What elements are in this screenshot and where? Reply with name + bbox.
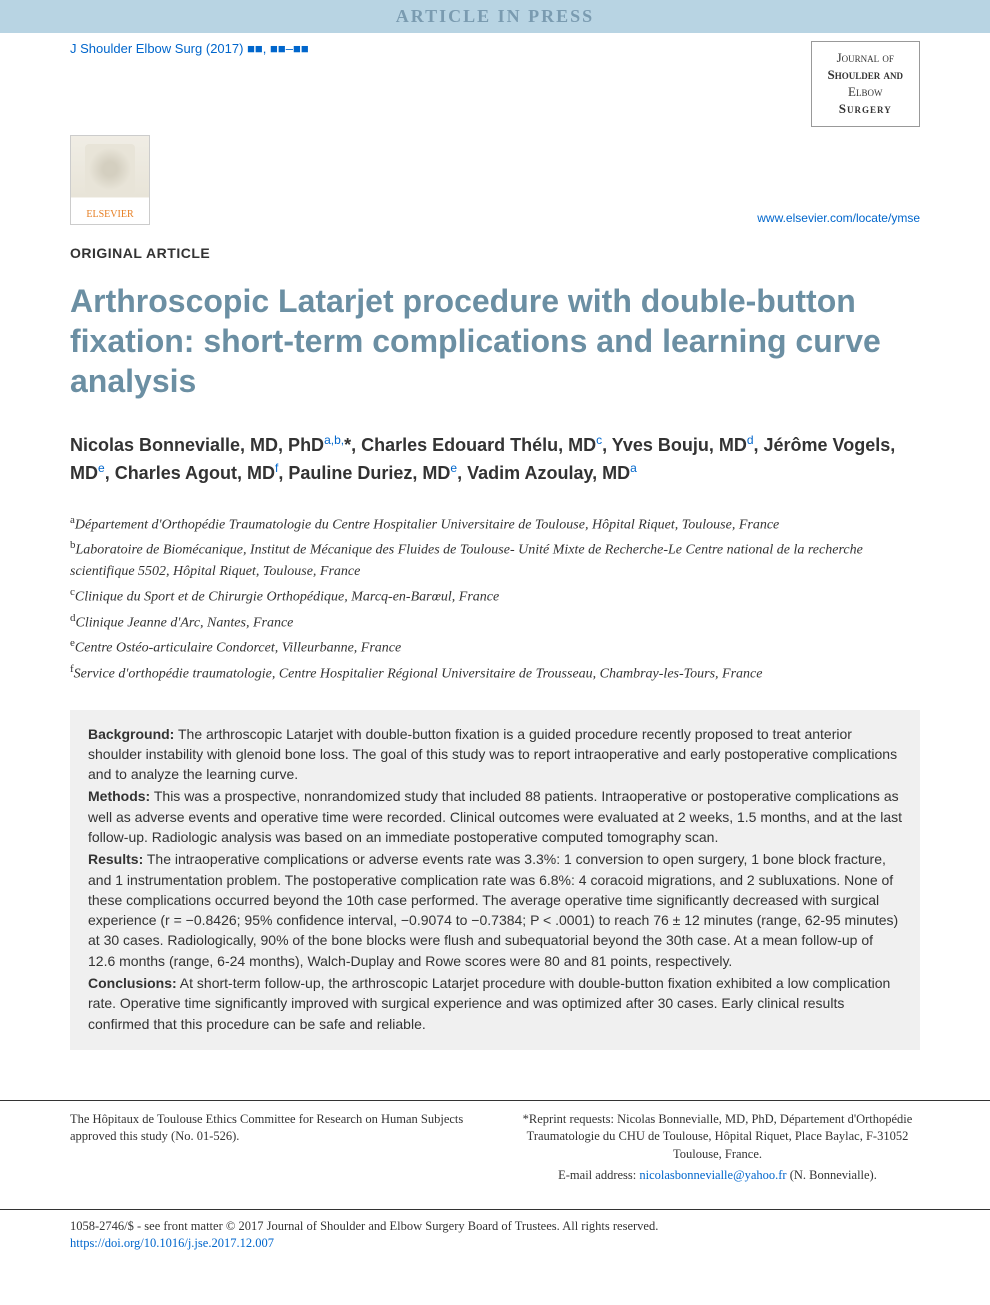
email-attribution: (N. Bonnevialle).	[790, 1168, 877, 1182]
authors-list: Nicolas Bonnevialle, MD, PhDa,b,*, Charl…	[0, 431, 990, 487]
affiliations-list: aDépartement d'Orthopédie Traumatologie …	[0, 512, 990, 685]
affiliation-item: cClinique du Sport et de Chirurgie Ortho…	[70, 584, 920, 608]
affiliation-item: bLaboratoire de Biomécanique, Institut d…	[70, 537, 920, 582]
citation-vol: ■■	[247, 41, 263, 56]
article-type-label: ORIGINAL ARTICLE	[0, 245, 990, 261]
footer-section: The Hôpitaux de Toulouse Ethics Committe…	[0, 1100, 990, 1189]
issn-text: 1058-2746/$ - see front matter	[70, 1219, 223, 1233]
ethics-text: The Hôpitaux de Toulouse Ethics Committe…	[70, 1111, 475, 1146]
logo-row: ELSEVIER www.elsevier.com/locate/ymse	[0, 131, 990, 245]
affiliation-item: aDépartement d'Orthopédie Traumatologie …	[70, 512, 920, 536]
reprint-info: *Reprint requests: Nicolas Bonnevialle, …	[515, 1111, 920, 1189]
citation-pages: ■■–■■	[270, 41, 309, 56]
ethics-note: The Hôpitaux de Toulouse Ethics Committe…	[70, 1111, 475, 1189]
conclusions-text: At short-term follow-up, the arthroscopi…	[88, 975, 890, 1032]
citation-line: J Shoulder Elbow Surg (2017) ■■, ■■–■■	[70, 41, 309, 56]
email-label: E-mail address:	[558, 1168, 636, 1182]
elsevier-logo: ELSEVIER	[70, 135, 150, 225]
elsevier-logo-text: ELSEVIER	[86, 209, 133, 220]
article-in-press-banner: ARTICLE IN PRESS	[0, 0, 990, 33]
journal-line-1: Journal of	[828, 50, 903, 67]
conclusions-label: Conclusions:	[88, 975, 177, 991]
reprint-label: *Reprint requests:	[523, 1112, 614, 1126]
journal-line-2: Shoulder and	[828, 67, 903, 84]
background-text: The arthroscopic Latarjet with double-bu…	[88, 726, 897, 783]
methods-text: This was a prospective, nonrandomized st…	[88, 788, 902, 845]
affiliation-item: dClinique Jeanne d'Arc, Nantes, France	[70, 610, 920, 634]
article-title: Arthroscopic Latarjet procedure with dou…	[0, 281, 990, 401]
journal-line-4: Surgery	[828, 101, 903, 118]
header-row: J Shoulder Elbow Surg (2017) ■■, ■■–■■ J…	[0, 33, 990, 131]
copyright-text: © 2017 Journal of Shoulder and Elbow Sur…	[226, 1219, 658, 1233]
copyright-section: 1058-2746/$ - see front matter © 2017 Jo…	[0, 1209, 990, 1273]
abstract-box: Background: The arthroscopic Latarjet wi…	[70, 710, 920, 1050]
doi-link[interactable]: https://doi.org/10.1016/j.jse.2017.12.00…	[70, 1236, 274, 1250]
affiliation-item: fService d'orthopédie traumatologie, Cen…	[70, 661, 920, 685]
results-label: Results:	[88, 851, 143, 867]
background-label: Background:	[88, 726, 174, 742]
journal-line-3: Elbow	[828, 84, 903, 101]
journal-url-link[interactable]: www.elsevier.com/locate/ymse	[757, 211, 920, 225]
affiliation-item: eCentre Ostéo-articulaire Condorcet, Vil…	[70, 635, 920, 659]
methods-label: Methods:	[88, 788, 150, 804]
citation-year: (2017)	[206, 41, 244, 56]
results-text: The intraoperative complications or adve…	[88, 851, 898, 968]
email-link[interactable]: nicolasbonnevialle@yahoo.fr	[639, 1168, 786, 1182]
citation-journal: J Shoulder Elbow Surg	[70, 41, 202, 56]
journal-title-box: Journal of Shoulder and Elbow Surgery	[811, 41, 920, 127]
